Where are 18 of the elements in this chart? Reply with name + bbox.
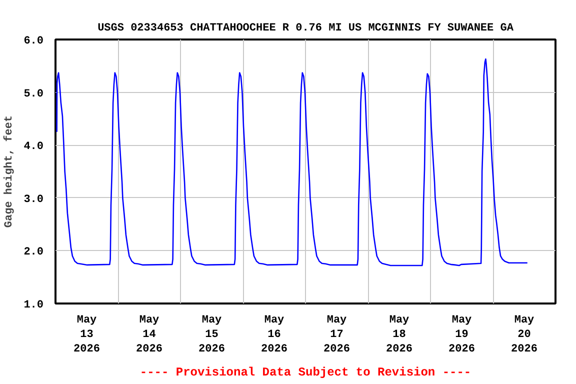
y-tick-label: 6.0 <box>24 36 44 48</box>
x-tick-label: May 19 2026 <box>448 314 475 356</box>
y-axis-title: Gage height, feet <box>2 115 16 228</box>
x-tick-label: May 17 2026 <box>324 314 350 356</box>
line-series <box>56 58 528 266</box>
x-tick-label: May 14 2026 <box>136 314 162 356</box>
x-tick-label: May 20 2026 <box>511 314 538 356</box>
y-tick-label: 4.0 <box>24 141 44 154</box>
y-tick-label: 1.0 <box>24 300 44 312</box>
chart-title: USGS 02334653 CHATTAHOOCHEE R 0.76 MI US MCGINNIS FY SUWANEE GA <box>98 22 514 34</box>
text: ---- Provisional Data Subject to Revision ---- <box>140 366 472 380</box>
y-tick-label: 5.0 <box>24 88 44 100</box>
y-tick-label: 2.0 <box>24 246 44 259</box>
x-tick-label: May 15 2026 <box>198 314 225 356</box>
x-tick-label: May 18 2026 <box>386 314 412 356</box>
x-tick-label: May 13 2026 <box>74 314 100 356</box>
x-tick-label: May 16 2026 <box>261 314 288 356</box>
y-tick-label: 3.0 <box>24 194 44 206</box>
